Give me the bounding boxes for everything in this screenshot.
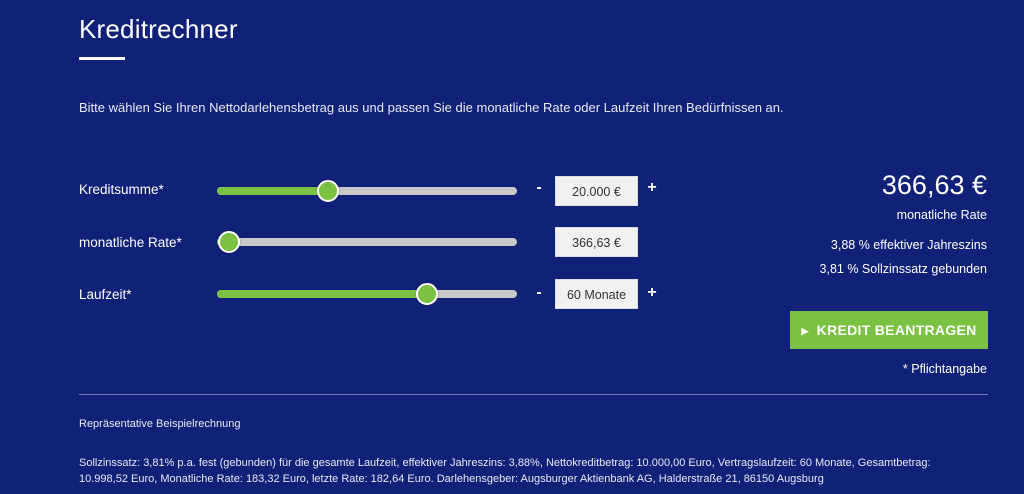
monthly-rate-label: monatliche Rate <box>896 208 987 222</box>
page-title: Kreditrechner <box>79 14 238 44</box>
example-title: Repräsentative Beispielrechnung <box>79 418 241 430</box>
rate-slider-thumb[interactable] <box>218 231 240 253</box>
intro-text: Bitte wählen Sie Ihren Nettodarlehensbet… <box>79 100 784 115</box>
example-text: Sollzinssatz: 3,81% p.a. fest (gebunden)… <box>79 457 931 485</box>
kreditsumme-label: Kreditsumme* <box>79 182 164 197</box>
laufzeit-slider-fill <box>217 290 427 298</box>
laufzeit-minus-button[interactable]: - <box>536 284 542 301</box>
kreditsumme-slider-thumb[interactable] <box>317 180 339 202</box>
play-arrow-icon: ▶ <box>801 326 809 336</box>
apply-credit-button[interactable]: ▶ KREDIT BEANTRAGEN <box>790 311 988 349</box>
divider <box>79 394 988 395</box>
kreditsumme-plus-button[interactable]: + <box>647 179 657 196</box>
laufzeit-slider-thumb[interactable] <box>416 283 438 305</box>
monthly-rate-amount: 366,63 € <box>881 170 987 200</box>
laufzeit-value[interactable]: 60 Monate <box>555 279 638 309</box>
title-underline <box>79 57 125 60</box>
rate-value[interactable]: 366,63 € <box>555 227 638 257</box>
kreditsumme-minus-button[interactable]: - <box>536 179 542 196</box>
laufzeit-slider[interactable] <box>217 283 517 305</box>
rate-label: monatliche Rate* <box>79 235 182 250</box>
laufzeit-label: Laufzeit* <box>79 287 132 302</box>
laufzeit-plus-button[interactable]: + <box>647 284 657 301</box>
nominal-rate-text: 3,81 % Sollzinssatz gebunden <box>819 262 987 276</box>
kreditsumme-value[interactable]: 20.000 € <box>555 176 638 206</box>
effective-rate-text: 3,88 % effektiver Jahreszins <box>830 238 987 252</box>
required-note: * Pflichtangabe <box>902 362 987 376</box>
kreditsumme-slider[interactable] <box>217 180 517 202</box>
rate-slider[interactable] <box>217 231 517 253</box>
kreditsumme-slider-fill <box>217 187 328 195</box>
apply-credit-button-label: KREDIT BEANTRAGEN <box>816 322 977 338</box>
